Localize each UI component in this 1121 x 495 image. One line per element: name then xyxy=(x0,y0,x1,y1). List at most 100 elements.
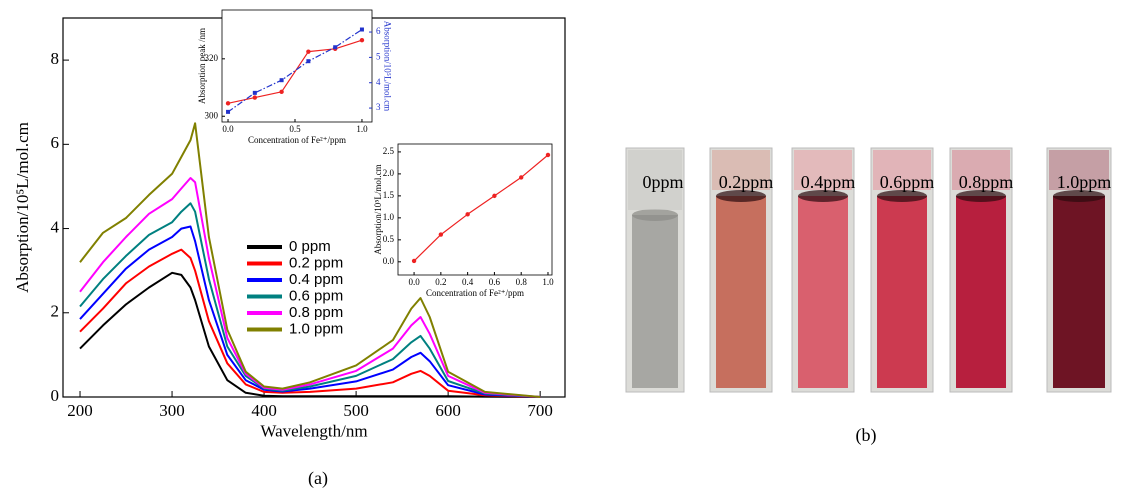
series-line xyxy=(413,154,549,262)
marker xyxy=(438,232,444,237)
marker xyxy=(252,90,257,95)
caption: (b) xyxy=(856,425,877,446)
cuvette-top xyxy=(873,150,931,190)
y2-tick-label: 5 xyxy=(376,51,381,61)
cuvette-top xyxy=(952,150,1010,190)
y2-tick-label: 4 xyxy=(376,77,381,87)
cuvette-liquid xyxy=(632,215,678,388)
y-tick-label: 1.5 xyxy=(383,190,395,200)
y-axis-label: Absorption/10⁵L/mol.cm xyxy=(13,122,32,293)
photo-label: 0.4ppm xyxy=(801,172,856,192)
legend-label: 0.8 ppm xyxy=(289,304,343,321)
x-axis-label: Wavelength/nm xyxy=(260,422,367,441)
cuvette-liquid xyxy=(877,196,927,388)
cuvette-liquid xyxy=(716,196,766,388)
x-tick-label: 1.0 xyxy=(542,277,554,287)
cuvette: 1.0ppm xyxy=(1046,147,1112,393)
marker xyxy=(306,49,311,54)
x-tick-label: 500 xyxy=(343,401,369,420)
y-tick-label: 2.5 xyxy=(383,146,395,156)
legend-label: 0.2 ppm xyxy=(289,254,343,271)
y-tick-label: 0.0 xyxy=(383,256,395,266)
cuvette-top xyxy=(1049,150,1109,190)
photo-label: 0.2ppm xyxy=(719,172,774,192)
marker xyxy=(279,78,284,83)
photo-label: 1.0ppm xyxy=(1057,172,1112,192)
x-tick-label: 0.5 xyxy=(289,124,301,134)
y-tick-label: 1.0 xyxy=(383,212,395,222)
series-line xyxy=(227,28,363,113)
marker xyxy=(519,175,524,180)
x-tick-label: 400 xyxy=(251,401,277,420)
legend-label: 1.0 ppm xyxy=(289,320,343,337)
meniscus xyxy=(956,190,1006,202)
cuvette-liquid xyxy=(798,196,848,388)
photo-label: 0ppm xyxy=(642,172,683,192)
photo-label: 0.8ppm xyxy=(959,172,1014,192)
y-tick-label: 2.0 xyxy=(383,168,395,178)
y2-tick-label: 6 xyxy=(376,26,381,36)
y-tick-label: 6 xyxy=(51,133,60,152)
marker xyxy=(306,59,311,64)
x-axis-label: Concentration of Fe²⁺/ppm xyxy=(426,288,524,298)
marker xyxy=(411,258,417,264)
meniscus xyxy=(716,190,766,202)
cuvette: 0.2ppm xyxy=(709,147,774,393)
cuvette: 0.8ppm xyxy=(949,147,1014,393)
series-line xyxy=(79,122,541,398)
x-tick-label: 600 xyxy=(435,401,461,420)
marker xyxy=(359,27,364,32)
marker xyxy=(333,45,338,50)
marker xyxy=(545,152,551,158)
x-tick-label: 0.6 xyxy=(489,277,501,287)
y-axis-label: Absorption peak /nm xyxy=(197,28,207,104)
marker xyxy=(465,212,470,217)
y-axis-label: Absorption/10⁵L/mol.cm xyxy=(373,164,383,254)
legend-label: 0.4 ppm xyxy=(289,271,343,288)
cuvette: 0.4ppm xyxy=(791,147,856,393)
caption: (a) xyxy=(308,468,328,489)
y-tick-label: 300 xyxy=(205,110,219,120)
y-tick-label: 4 xyxy=(51,217,60,236)
x-tick-label: 0.0 xyxy=(408,277,420,287)
y-tick-label: 8 xyxy=(51,49,60,68)
x-tick-label: 0.4 xyxy=(462,277,474,287)
marker xyxy=(226,109,231,114)
y-tick-label: 320 xyxy=(205,53,219,63)
x-tick-label: 300 xyxy=(159,401,185,420)
meniscus xyxy=(1053,190,1105,202)
series-line xyxy=(79,271,541,398)
meniscus xyxy=(798,190,848,202)
x-tick-label: 200 xyxy=(67,401,93,420)
marker xyxy=(252,95,258,100)
y-tick-label: 0 xyxy=(51,386,60,405)
cuvette: 0ppm xyxy=(625,147,685,393)
x-tick-label: 1.0 xyxy=(356,124,368,134)
meniscus xyxy=(632,209,678,221)
x-tick-label: 0.0 xyxy=(222,124,234,134)
marker xyxy=(225,101,231,106)
plot-frame xyxy=(221,9,373,123)
marker xyxy=(492,193,497,199)
legend-label: 0.6 ppm xyxy=(289,287,343,304)
y-tick-label: 2 xyxy=(51,302,60,321)
cuvette: 0.6ppm xyxy=(870,147,934,393)
cuvette-top xyxy=(628,150,682,210)
cuvette-top xyxy=(712,150,770,190)
x-tick-label: 700 xyxy=(527,401,553,420)
meniscus xyxy=(877,190,927,202)
x-tick-label: 0.8 xyxy=(516,277,528,287)
legend-label: 0 ppm xyxy=(289,238,331,255)
cuvette-liquid xyxy=(1053,196,1105,388)
cuvette-liquid xyxy=(956,196,1006,388)
marker xyxy=(279,89,284,95)
y2-axis-label: Absorption/10⁵L/mol.cm xyxy=(382,21,392,111)
y-tick-label: 0.5 xyxy=(383,234,395,244)
series-line xyxy=(79,225,541,398)
cuvette-top xyxy=(794,150,852,190)
series-line xyxy=(79,202,541,398)
series-line xyxy=(79,177,541,398)
x-axis-label: Concentration of Fe²⁺/ppm xyxy=(248,135,346,145)
x-tick-label: 0.2 xyxy=(435,277,446,287)
